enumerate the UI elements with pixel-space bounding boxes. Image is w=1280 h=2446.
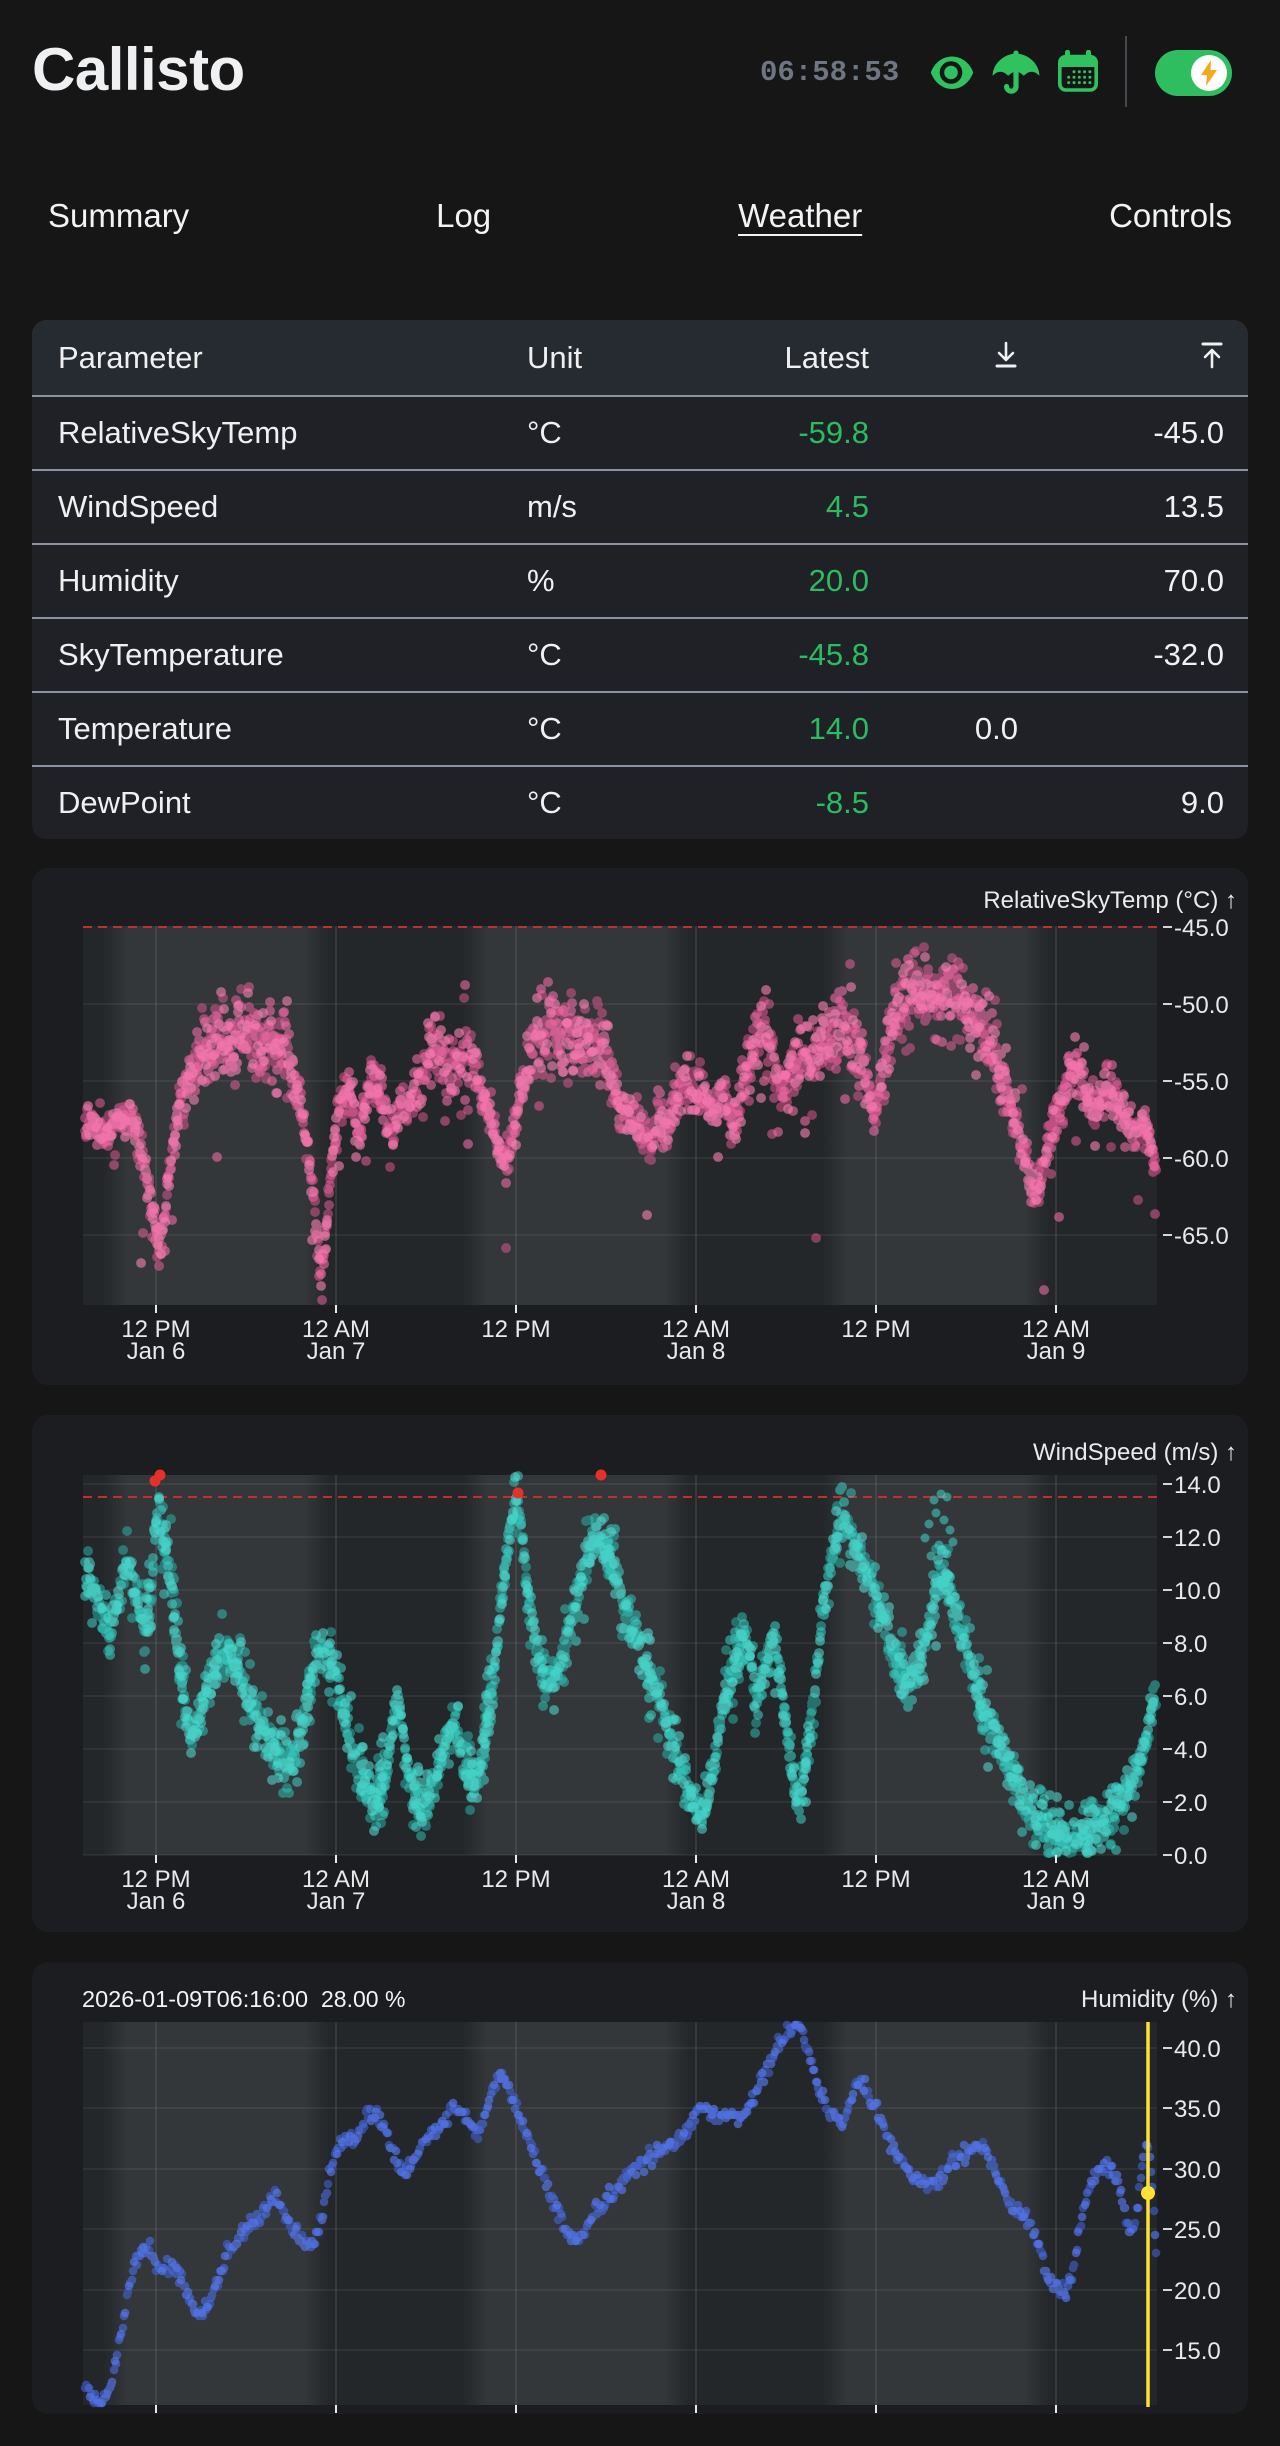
- svg-text:14.0: 14.0: [1174, 1472, 1221, 1499]
- svg-text:20.0: 20.0: [1174, 2278, 1221, 2305]
- svg-text:-55.0: -55.0: [1174, 1069, 1229, 1096]
- svg-text:2.0: 2.0: [1174, 1790, 1207, 1817]
- svg-text:10.0: 10.0: [1174, 1578, 1221, 1605]
- svg-text:12 PM: 12 PM: [121, 1316, 190, 1343]
- svg-text:RelativeSkyTemp (°C) ↑: RelativeSkyTemp (°C) ↑: [983, 887, 1237, 914]
- svg-text:Jan 7: Jan 7: [307, 1338, 366, 1365]
- svg-text:30.0: 30.0: [1174, 2157, 1221, 2184]
- svg-text:15.0: 15.0: [1174, 2338, 1221, 2365]
- svg-text:12 AM: 12 AM: [662, 1866, 730, 1893]
- svg-text:-45.0: -45.0: [1174, 915, 1229, 942]
- svg-text:WindSpeed (m/s) ↑: WindSpeed (m/s) ↑: [1033, 1439, 1237, 1466]
- svg-text:12 AM: 12 AM: [1022, 1316, 1090, 1343]
- svg-text:0.0: 0.0: [1174, 1843, 1207, 1870]
- svg-text:Jan 8: Jan 8: [667, 1338, 726, 1365]
- svg-text:Jan 6: Jan 6: [127, 1888, 186, 1915]
- svg-text:-60.0: -60.0: [1174, 1146, 1229, 1173]
- svg-text:4.0: 4.0: [1174, 1737, 1207, 1764]
- svg-text:-50.0: -50.0: [1174, 992, 1229, 1019]
- svg-text:Humidity (%) ↑: Humidity (%) ↑: [1081, 1986, 1237, 2013]
- svg-text:12.0: 12.0: [1174, 1525, 1221, 1552]
- svg-text:Jan 9: Jan 9: [1027, 1888, 1086, 1915]
- svg-text:35.0: 35.0: [1174, 2096, 1221, 2123]
- svg-text:Jan 7: Jan 7: [307, 1888, 366, 1915]
- svg-text:28.00 %: 28.00 %: [321, 1986, 405, 2012]
- svg-text:25.0: 25.0: [1174, 2217, 1221, 2244]
- svg-text:12 AM: 12 AM: [302, 1316, 370, 1343]
- svg-text:12 AM: 12 AM: [662, 1316, 730, 1343]
- svg-text:40.0: 40.0: [1174, 2036, 1221, 2063]
- svg-text:12 AM: 12 AM: [1022, 1866, 1090, 1893]
- svg-text:12 PM: 12 PM: [841, 1316, 910, 1343]
- svg-text:12 AM: 12 AM: [302, 1866, 370, 1893]
- svg-text:Jan 6: Jan 6: [127, 1338, 186, 1365]
- svg-text:12 PM: 12 PM: [481, 1866, 550, 1893]
- svg-text:8.0: 8.0: [1174, 1631, 1207, 1658]
- svg-text:2026-01-09T06:16:00: 2026-01-09T06:16:00: [82, 1986, 308, 2012]
- svg-text:12 PM: 12 PM: [841, 1866, 910, 1893]
- svg-text:Jan 8: Jan 8: [667, 1888, 726, 1915]
- svg-text:12 PM: 12 PM: [481, 1316, 550, 1343]
- svg-text:12 PM: 12 PM: [121, 1866, 190, 1893]
- svg-text:-65.0: -65.0: [1174, 1223, 1229, 1250]
- svg-text:6.0: 6.0: [1174, 1684, 1207, 1711]
- svg-text:Jan 9: Jan 9: [1027, 1338, 1086, 1365]
